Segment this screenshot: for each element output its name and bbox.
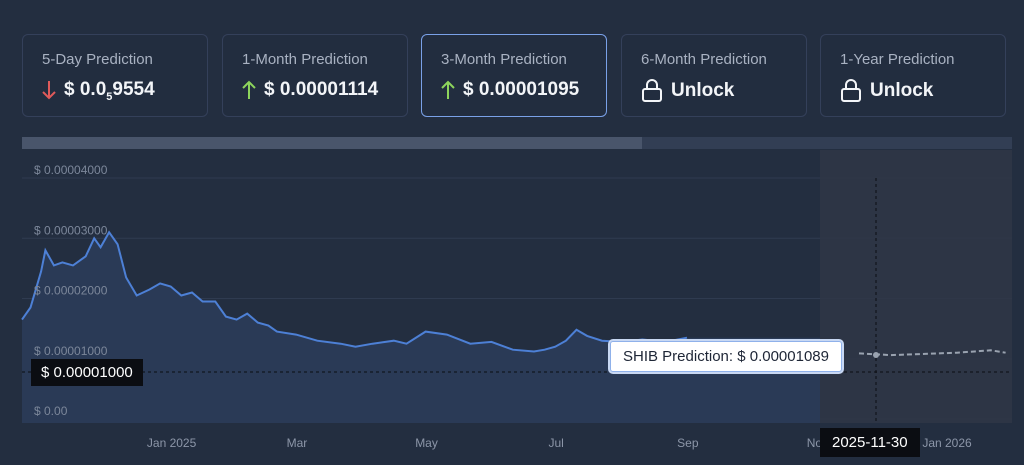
prediction-point	[873, 352, 879, 358]
card-6-month[interactable]: 6-Month Prediction Unlock	[621, 34, 807, 117]
prediction-region	[820, 150, 1012, 423]
card-value: Unlock	[641, 79, 734, 103]
scrollbar-thumb[interactable]	[22, 137, 642, 149]
crosshair-y-label: $ 0.00001000	[31, 359, 143, 386]
unlock-text: Unlock	[870, 80, 934, 101]
card-title: 5-Day Prediction	[42, 51, 153, 68]
card-value: $ 0.059554	[42, 79, 155, 103]
x-tick-label: Jul	[548, 436, 563, 450]
y-tick-label: $ 0.00001000	[34, 344, 108, 358]
arrow-up-icon	[441, 80, 455, 100]
lock-icon	[641, 79, 663, 103]
price-area	[22, 232, 820, 423]
lock-icon	[840, 79, 862, 103]
unlock-text: Unlock	[671, 80, 735, 101]
value-main: $ 0.0	[64, 79, 107, 100]
x-axis-ticks: Jan 2025 Mar May Jul Sep Nov Jan 2026	[147, 436, 972, 450]
card-value: $ 0.00001095	[441, 79, 579, 101]
card-3-month[interactable]: 3-Month Prediction $ 0.00001095	[421, 34, 607, 117]
arrow-up-icon	[242, 80, 256, 100]
card-title: 6-Month Prediction	[641, 51, 767, 68]
card-title: 1-Year Prediction	[840, 51, 955, 68]
price-line	[21, 230, 688, 353]
value-tail: 9554	[112, 79, 155, 100]
card-value: Unlock	[840, 79, 933, 103]
prediction-tooltip: SHIB Prediction: $ 0.00001089	[610, 341, 842, 372]
y-axis-ticks: $ 0.00004000 $ 0.00003000 $ 0.00002000 $ 0.…	[34, 163, 108, 418]
value-text: $ 0.00001114	[264, 79, 379, 100]
card-title: 3-Month Prediction	[441, 51, 567, 68]
x-tick-label: Jan 2025	[147, 436, 197, 450]
price-chart[interactable]: $ 0.00004000 $ 0.00003000 $ 0.00002000 $ 0.…	[0, 150, 1024, 465]
card-value: $ 0.00001114	[242, 79, 378, 101]
x-tick-label: May	[415, 436, 438, 450]
prediction-line	[858, 349, 1006, 357]
chart-range-scrollbar[interactable]	[22, 137, 1012, 149]
card-1-year[interactable]: 1-Year Prediction Unlock	[820, 34, 1006, 117]
value-subscript: 5	[106, 91, 113, 103]
value-text: $ 0.00001095	[463, 79, 580, 100]
arrow-down-icon	[42, 80, 56, 100]
y-tick-label: $ 0.00002000	[34, 284, 108, 298]
x-tick-label: Jan 2026	[922, 436, 972, 450]
crosshair-x-label: 2025-11-30	[820, 428, 920, 457]
y-tick-label: $ 0.00	[34, 404, 68, 418]
card-5-day[interactable]: 5-Day Prediction $ 0.059554	[22, 34, 208, 117]
x-tick-label: Sep	[677, 436, 699, 450]
x-tick-label: Mar	[287, 436, 308, 450]
card-title: 1-Month Prediction	[242, 51, 368, 68]
y-tick-label: $ 0.00004000	[34, 163, 108, 177]
y-tick-label: $ 0.00003000	[34, 223, 108, 237]
card-1-month[interactable]: 1-Month Prediction $ 0.00001114	[222, 34, 408, 117]
